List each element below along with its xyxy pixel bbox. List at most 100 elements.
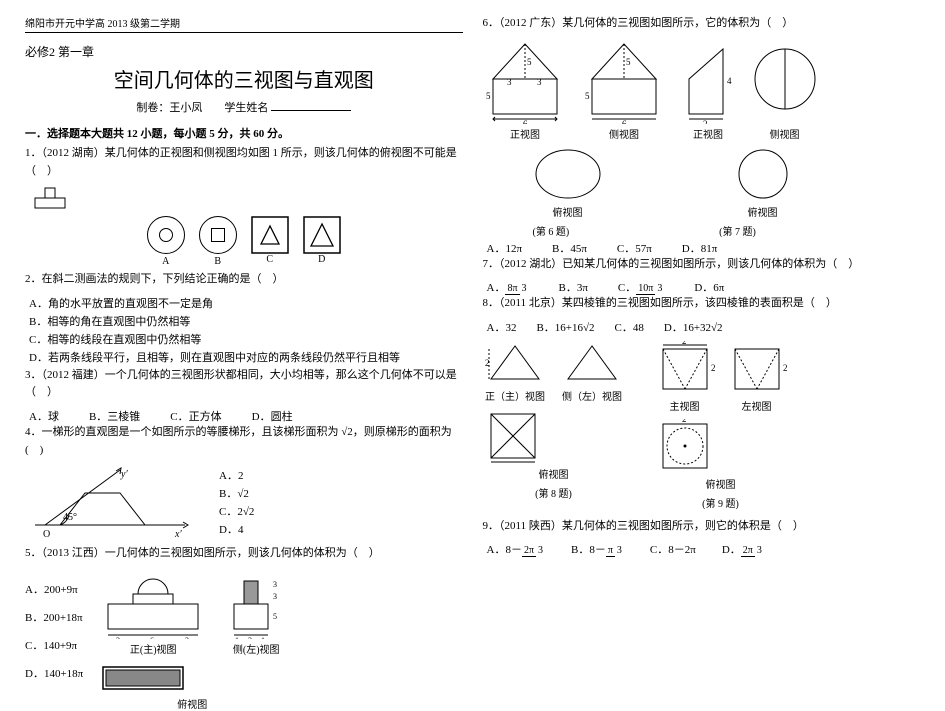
q2-b: B．相等的角在直观图中仍然相等 bbox=[29, 313, 463, 329]
svg-text:1: 1 bbox=[261, 636, 265, 639]
q1-opt-c: C bbox=[251, 216, 289, 265]
q8-ref: (第 8 题) bbox=[483, 485, 625, 500]
q7-d: D．6π bbox=[694, 279, 724, 295]
svg-text:2: 2 bbox=[783, 363, 787, 373]
q3-c: C．正方体 bbox=[170, 408, 221, 424]
q8-front-svg: 2 bbox=[483, 341, 548, 386]
svg-text:5: 5 bbox=[486, 91, 491, 101]
q6-c: C．57π bbox=[617, 240, 652, 256]
q5-top-svg bbox=[98, 662, 188, 694]
q7-front-label: 正视图 bbox=[681, 126, 736, 141]
q7-front: 4 2 正视图 bbox=[681, 39, 736, 141]
svg-text:6: 6 bbox=[523, 119, 528, 124]
q5-b: B．200+18π bbox=[25, 609, 83, 625]
left-column: 绵阳市开元中学高 2013 级第二学期 必修2 第一章 空间几何体的三视图与直观… bbox=[25, 15, 463, 682]
q2-a: A．角的水平放置的直观图不一定是角 bbox=[29, 295, 463, 311]
q8-side-svg bbox=[560, 341, 625, 386]
svg-text:2: 2 bbox=[248, 636, 252, 639]
q5-figures: 2 6 2 正(主)视图 3 3 5 1 2 1 bbox=[98, 569, 286, 711]
q1-opt-b: B bbox=[199, 216, 237, 267]
q5-top: 俯视图 bbox=[98, 662, 286, 711]
q8-side-label: 侧（左）视图 bbox=[560, 388, 625, 403]
q6-top: 俯视图 bbox=[533, 147, 603, 219]
svg-text:y′: y′ bbox=[120, 469, 128, 480]
q8-c: C．48 bbox=[615, 319, 644, 335]
q6-top-svg bbox=[533, 147, 603, 202]
svg-text:5: 5 bbox=[585, 91, 590, 101]
page-header: 绵阳市开元中学高 2013 级第二学期 bbox=[25, 15, 463, 33]
svg-text:3: 3 bbox=[537, 77, 542, 87]
q7-side-svg bbox=[750, 39, 820, 124]
q4-b: B．√2 bbox=[219, 485, 254, 501]
q9-figs: 2 2 主视图 2 左视图 bbox=[655, 341, 787, 510]
svg-text:x′: x′ bbox=[174, 529, 182, 540]
q7-side: 侧视图 bbox=[750, 39, 820, 141]
svg-text:O: O bbox=[43, 529, 50, 540]
q7-top: 俯视图 bbox=[733, 147, 793, 219]
q8-top-label: 俯视图 bbox=[483, 466, 625, 481]
q7-a: A．8π3 bbox=[487, 279, 529, 295]
main-title: 空间几何体的三视图与直观图 bbox=[25, 64, 463, 93]
q5-d: D．140+18π bbox=[25, 665, 83, 681]
sq-tri-icon bbox=[251, 216, 289, 254]
author-line: 制卷：王小凤 学生姓名 bbox=[25, 99, 463, 115]
q3-a: A．球 bbox=[29, 408, 59, 424]
q2-text: 2．在斜二测画法的规则下，下列结论正确的是（ ） bbox=[25, 271, 463, 289]
q9-front-label: 主视图 bbox=[655, 398, 715, 413]
svg-text:5: 5 bbox=[626, 57, 631, 67]
svg-text:2: 2 bbox=[682, 341, 687, 346]
q8-front-label: 正（主）视图 bbox=[483, 388, 548, 403]
svg-text:4: 4 bbox=[510, 463, 515, 464]
q5-front-svg: 2 6 2 bbox=[98, 569, 208, 639]
q4-wrap: O 45° x′ y′ A．2 B．√2 C．2√2 D．4 bbox=[25, 465, 463, 545]
trapezoid-figure: O 45° x′ y′ bbox=[25, 465, 195, 545]
author-label: 制卷：王小凤 bbox=[136, 102, 202, 114]
q8-opts: A．32 B．16+16√2 C．48 D．16+32√2 bbox=[487, 319, 921, 335]
q9-side-svg: 2 bbox=[727, 341, 787, 396]
svg-text:6: 6 bbox=[622, 119, 627, 124]
q9-b: B．8－π3 bbox=[571, 541, 624, 557]
q3-text: 3．（2012 福建）一个几何体的三视图形状都相同，大小均相等，那么这个几何体不… bbox=[25, 367, 463, 402]
q9-c: C．8－2π bbox=[650, 541, 696, 557]
svg-text:2: 2 bbox=[703, 119, 708, 124]
svg-text:6: 6 bbox=[150, 636, 154, 639]
q6-side-svg: 5 5 6 bbox=[582, 39, 667, 124]
q7-front-svg: 4 2 bbox=[681, 39, 736, 124]
q5-top-label: 俯视图 bbox=[98, 696, 286, 711]
svg-text:3: 3 bbox=[273, 580, 277, 589]
q2-opts: A．角的水平放置的直观图不一定是角 B．相等的角在直观图中仍然相等 C．相等的线… bbox=[29, 295, 463, 365]
q3-opts: A．球 B．三棱锥 C．正方体 D．圆柱 bbox=[29, 408, 463, 424]
q8-text: 8．（2011 北京）某四棱锥的三视图如图所示，该四棱锥的表面积是（ ） bbox=[483, 295, 921, 313]
svg-text:5: 5 bbox=[273, 612, 277, 621]
q6-front-svg: 5 3 3 5 6 bbox=[483, 39, 568, 124]
chapter-label: 必修2 第一章 bbox=[25, 43, 463, 60]
q4-opts: A．2 B．√2 C．2√2 D．4 bbox=[219, 465, 254, 539]
q9-side-label: 左视图 bbox=[727, 398, 787, 413]
q9-front: 2 2 主视图 bbox=[655, 341, 715, 413]
q9-ref: (第 9 题) bbox=[655, 495, 787, 510]
q6-front: 5 3 3 5 6 正视图 bbox=[483, 39, 568, 141]
q7-side-label: 侧视图 bbox=[750, 126, 820, 141]
q2-c: C．相等的线段在直观图中仍然相等 bbox=[29, 331, 463, 347]
q9-text: 9．（2011 陕西）某几何体的三视图如图所示，则它的体积是（ ） bbox=[483, 518, 921, 536]
q6-opts: A．12π B．45π C．57π D．81π bbox=[487, 240, 921, 256]
q7-top-svg bbox=[733, 147, 793, 202]
q8-top: 4 俯视图 bbox=[483, 409, 625, 481]
sq-tri2-icon bbox=[303, 216, 341, 254]
q6-a: A．12π bbox=[487, 240, 523, 256]
q8-d: D．16+32√2 bbox=[664, 319, 723, 335]
q8-front: 2 正（主）视图 bbox=[483, 341, 548, 403]
q9-a: A．8－2π3 bbox=[487, 541, 546, 557]
t-shape-icon bbox=[25, 186, 75, 212]
q8-b: B．16+16√2 bbox=[536, 319, 594, 335]
q9-top-svg: 2 bbox=[655, 419, 715, 474]
q5-text: 5．（2013 江西）一几何体的三视图如图所示，则该几何体的体积为（ ） bbox=[25, 545, 463, 563]
opt-b-label: B bbox=[199, 256, 237, 267]
q1-opt-d: D bbox=[303, 216, 341, 265]
q9-d: D．2π3 bbox=[722, 541, 764, 557]
opt-d-label: D bbox=[303, 254, 341, 265]
q6-d: D．81π bbox=[682, 240, 718, 256]
q5-side: 3 3 5 1 2 1 侧(左)视图 bbox=[226, 569, 286, 656]
q6-side: 5 5 6 侧视图 bbox=[582, 39, 667, 141]
svg-text:1: 1 bbox=[235, 636, 239, 639]
